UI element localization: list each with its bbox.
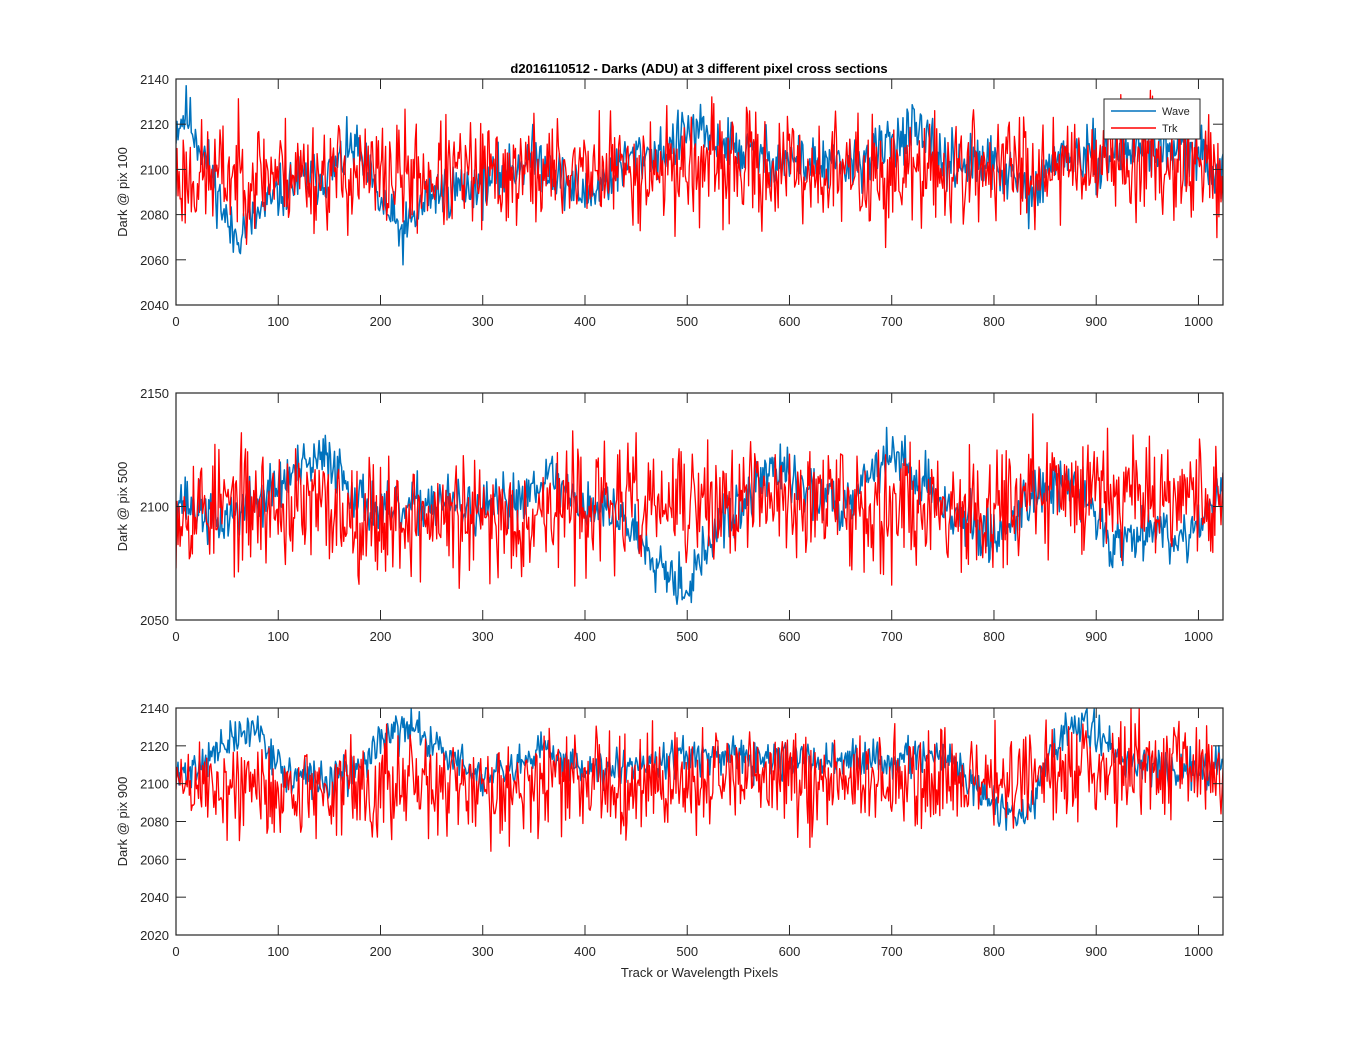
legend-box <box>1103 98 1201 140</box>
x-tick-label: 700 <box>881 944 903 959</box>
x-tick-label: 800 <box>983 944 1005 959</box>
x-tick-label: 700 <box>881 314 903 329</box>
x-tick-label: 200 <box>370 314 392 329</box>
series-group <box>176 708 1223 852</box>
x-tick-label: 300 <box>472 314 494 329</box>
x-tick-label: 100 <box>267 629 289 644</box>
y-tick-label: 2060 <box>140 253 169 268</box>
y-tick-label: 2100 <box>140 777 169 792</box>
x-tick-label: 0 <box>172 629 179 644</box>
x-tick-label: 800 <box>983 629 1005 644</box>
x-tick-label: 1000 <box>1184 629 1213 644</box>
x-tick-label: 500 <box>676 629 698 644</box>
y-axis-label: Dark @ pix 100 <box>115 147 130 237</box>
x-tick-label: 1000 <box>1184 944 1213 959</box>
y-tick-label: 2150 <box>140 386 169 401</box>
y-axis-label: Dark @ pix 900 <box>115 777 130 867</box>
axes-box <box>175 78 1224 306</box>
x-tick-label: 400 <box>574 629 596 644</box>
y-tick-label: 2100 <box>140 500 169 515</box>
x-tick-label: 900 <box>1085 629 1107 644</box>
x-tick-label: 400 <box>574 944 596 959</box>
x-axis-label: Track or Wavelength Pixels <box>621 965 779 980</box>
x-tick-label: 100 <box>267 314 289 329</box>
y-axis-label: Dark @ pix 500 <box>115 462 130 552</box>
x-tick-label: 500 <box>676 314 698 329</box>
y-tick-label: 2100 <box>140 162 169 177</box>
y-tick-label: 2120 <box>140 739 169 754</box>
x-tick-label: 1000 <box>1184 314 1213 329</box>
panel-2: 0 100 200 300 400 500 600 700 800 900 1000 2050 2100… <box>115 386 1224 644</box>
y-tick-label: 2040 <box>140 890 169 905</box>
x-tick-label: 600 <box>779 629 801 644</box>
legend-label-wave: Wave <box>1162 106 1190 118</box>
y-tick-label: 2080 <box>140 208 169 223</box>
x-tick-label: 900 <box>1085 314 1107 329</box>
x-tick-label: 200 <box>370 629 392 644</box>
panel-3: 0 100 200 300 400 500 600 700 800 900 1000 2020 2040… <box>115 701 1224 980</box>
x-tick-label: 300 <box>472 944 494 959</box>
panel-1: 0 100 200 300 400 500 600 700 800 900 1000 2040 2060… <box>115 72 1224 329</box>
chart-title: d2016110512 - Darks (ADU) at 3 different… <box>510 61 887 76</box>
plot-area <box>176 708 1223 935</box>
legend: Wave Trk <box>1103 98 1201 140</box>
x-tick-label: 900 <box>1085 944 1107 959</box>
x-tick-label: 600 <box>779 314 801 329</box>
x-tick-label: 100 <box>267 944 289 959</box>
panels: 0 100 200 300 400 500 600 700 800 900 100020402060… <box>115 72 1224 980</box>
y-tick-label: 2050 <box>140 613 169 628</box>
y-tick-label: 2120 <box>140 117 169 132</box>
x-tick-label: 500 <box>676 944 698 959</box>
series-line-wave <box>176 84 1223 266</box>
x-tick-label: 300 <box>472 629 494 644</box>
y-tick-label: 2140 <box>140 701 169 716</box>
y-tick-label: 2060 <box>140 852 169 867</box>
y-tick-label: 2080 <box>140 815 169 830</box>
y-tick-label: 2020 <box>140 928 169 943</box>
x-tick-label: 0 <box>172 944 179 959</box>
x-tick-label: 200 <box>370 944 392 959</box>
y-tick-label: 2140 <box>140 72 169 87</box>
x-tick-label: 600 <box>779 944 801 959</box>
series-line-trk <box>176 413 1223 589</box>
y-tick-label: 2040 <box>140 298 169 313</box>
series-line-trk <box>176 708 1223 852</box>
x-tick-label: 800 <box>983 314 1005 329</box>
x-tick-label: 0 <box>172 314 179 329</box>
series-line-trk <box>176 89 1223 249</box>
series-line-wave <box>176 426 1223 605</box>
series-group <box>176 84 1223 266</box>
x-tick-label: 700 <box>881 629 903 644</box>
x-tick-label: 400 <box>574 314 596 329</box>
series-group <box>176 413 1223 605</box>
legend-label-trk: Trk <box>1162 123 1178 135</box>
